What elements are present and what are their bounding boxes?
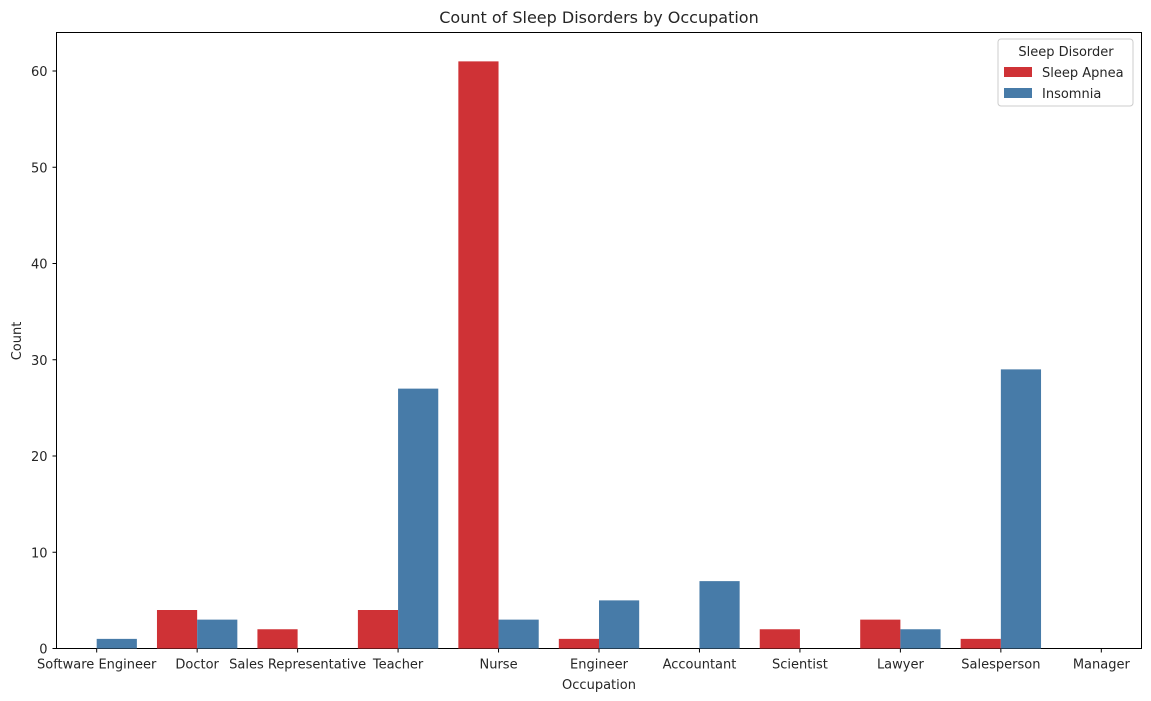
bar-sleep-apnea-salesperson: [960, 638, 1001, 649]
y-axis-label: Count: [10, 322, 25, 361]
y-tick-label: 60: [31, 65, 48, 80]
bar-insomnia-lawyer: [900, 629, 941, 649]
x-tick-label: Software Engineer: [37, 658, 157, 673]
legend-swatch: [1004, 88, 1032, 98]
plot-area: [56, 32, 1142, 649]
x-axis-label: Occupation: [562, 678, 636, 693]
x-tick-label: Lawyer: [877, 658, 925, 673]
bars-group: [96, 61, 1042, 649]
y-tick-label: 40: [31, 258, 48, 273]
y-tick-label: 0: [39, 643, 47, 658]
x-tick-label: Scientist: [772, 658, 828, 673]
x-tick-label: Teacher: [372, 658, 424, 673]
y-tick-label: 50: [31, 161, 48, 176]
bar-insomnia-salesperson: [1000, 369, 1042, 649]
bar-sleep-apnea-nurse: [458, 61, 499, 649]
x-tick-label: Accountant: [663, 658, 737, 673]
x-tick-label: Doctor: [175, 658, 219, 673]
y-tick-label: 10: [31, 546, 48, 561]
x-tick-label: Nurse: [479, 658, 517, 673]
x-tick-label: Manager: [1073, 658, 1131, 673]
x-tick-label: Salesperson: [961, 658, 1040, 673]
legend-label: Insomnia: [1042, 87, 1101, 102]
legend-swatch: [1004, 67, 1032, 77]
bar-sleep-apnea-sales-representative: [257, 629, 298, 649]
bar-sleep-apnea-engineer: [558, 638, 599, 649]
x-axis: Software Engineer Doctor Sales Representat…: [37, 648, 1131, 673]
y-tick-label: 20: [31, 450, 48, 465]
x-tick-label: Sales Representative: [229, 658, 366, 673]
y-axis: 0 10 20 30 40 50 60: [31, 65, 57, 658]
legend-label: Sleep Apnea: [1042, 66, 1124, 81]
bar-insomnia-doctor: [197, 619, 238, 649]
x-tick-label: Engineer: [570, 658, 629, 673]
bar-insomnia-nurse: [498, 619, 539, 649]
bar-insomnia-engineer: [599, 600, 640, 649]
legend-title: Sleep Disorder: [1018, 45, 1114, 60]
bar-insomnia-software-engineer: [96, 638, 137, 649]
bar-sleep-apnea-teacher: [357, 610, 399, 649]
bar-insomnia-accountant: [699, 581, 740, 649]
bar-sleep-apnea-doctor: [156, 610, 198, 649]
bar-sleep-apnea-lawyer: [860, 619, 901, 649]
bar-sleep-apnea-scientist: [759, 629, 800, 649]
legend: Sleep Disorder Sleep Apnea Insomnia: [997, 38, 1134, 107]
y-tick-label: 30: [31, 354, 48, 369]
bar-insomnia-teacher: [398, 388, 439, 649]
chart-title: Count of Sleep Disorders by Occupation: [439, 8, 758, 27]
